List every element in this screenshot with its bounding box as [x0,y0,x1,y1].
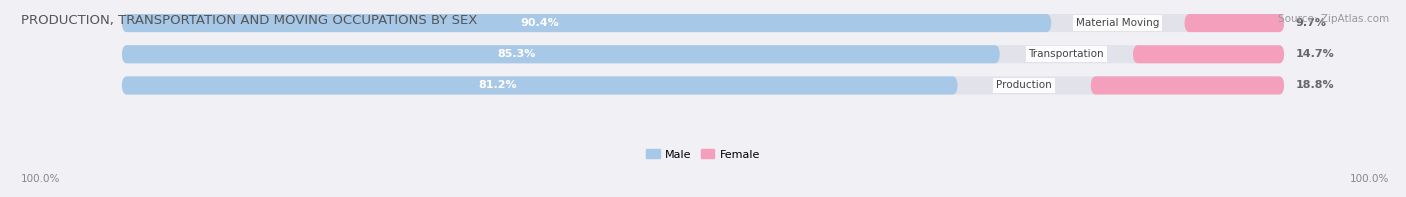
FancyBboxPatch shape [122,45,1000,63]
FancyBboxPatch shape [1133,45,1284,63]
Text: 100.0%: 100.0% [1350,174,1389,184]
Legend: Male, Female: Male, Female [641,145,765,164]
FancyBboxPatch shape [1184,14,1284,32]
Text: 90.4%: 90.4% [520,18,560,28]
Text: Source: ZipAtlas.com: Source: ZipAtlas.com [1278,14,1389,24]
Text: 100.0%: 100.0% [21,174,60,184]
FancyBboxPatch shape [122,14,1052,32]
Text: PRODUCTION, TRANSPORTATION AND MOVING OCCUPATIONS BY SEX: PRODUCTION, TRANSPORTATION AND MOVING OC… [21,14,478,27]
FancyBboxPatch shape [122,45,1284,63]
FancyBboxPatch shape [122,76,1284,95]
FancyBboxPatch shape [122,14,1284,32]
Text: 14.7%: 14.7% [1295,49,1334,59]
Text: Material Moving: Material Moving [1076,18,1160,28]
FancyBboxPatch shape [122,76,957,95]
Text: Transportation: Transportation [1029,49,1104,59]
FancyBboxPatch shape [1091,76,1284,95]
Text: 18.8%: 18.8% [1295,80,1334,90]
Text: 9.7%: 9.7% [1295,18,1326,28]
Text: 81.2%: 81.2% [478,80,517,90]
Text: Production: Production [997,80,1052,90]
Text: 85.3%: 85.3% [498,49,536,59]
